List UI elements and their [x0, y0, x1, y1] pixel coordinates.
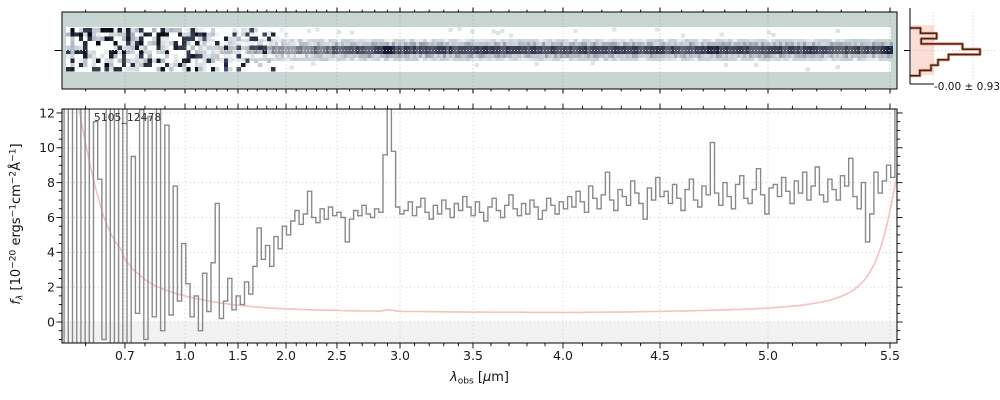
- flux-spectrum: [63, 109, 896, 343]
- x-tick-label: 1.0: [175, 348, 195, 363]
- 2d-spectrum-panel: [54, 7, 898, 94]
- y-tick-label: 0: [47, 314, 55, 329]
- uncertainty-curve: [78, 109, 897, 314]
- x-tick-label: 5.0: [758, 348, 778, 363]
- residual-histogram-panel: [904, 8, 996, 85]
- x-tick-label: 3.5: [463, 348, 483, 363]
- y-tick-label: 8: [47, 175, 55, 190]
- x-tick-label: 5.5: [880, 348, 900, 363]
- x-tick-label: 1.5: [228, 348, 248, 363]
- x-tick-label: 4.0: [553, 348, 573, 363]
- x-axis-label: λobs [μm]: [449, 370, 510, 387]
- y-axis-label: fλ [10−20 ergs−1cm−2Å−1]: [8, 143, 26, 305]
- y-tick-label: 10: [39, 140, 55, 155]
- histogram-stats-label: -0.00 ± 0.93: [934, 81, 1000, 93]
- x-tick-label: 3.0: [390, 348, 410, 363]
- 2d-panel-ticks: [85, 7, 891, 94]
- x-tick-label: 4.5: [650, 348, 670, 363]
- histogram-gridlines: [910, 12, 996, 80]
- x-tick-label: 0.7: [115, 348, 135, 363]
- 1d-spectrum-panel: 0.7 1.0 1.5 2.0 2.5 3.0 3.5 4.0 4.5 5.0 5.5 0 2 4 6 8 10…: [39, 103, 903, 363]
- y-tick-label: 2: [47, 279, 55, 294]
- x-tick-label: 2.0: [276, 348, 296, 363]
- main-tick-labels: 0.7 1.0 1.5 2.0 2.5 3.0 3.5 4.0 4.5 5.0 5.5 0 2 4 6 8 10…: [39, 105, 900, 363]
- y-tick-label: 6: [47, 210, 55, 225]
- main-ticks: [56, 103, 903, 349]
- y-tick-label: 12: [39, 105, 55, 120]
- x-tick-label: 2.5: [327, 348, 347, 363]
- y-tick-label: 4: [47, 245, 55, 260]
- source-id-label: 5105_12478: [94, 112, 162, 124]
- histogram-outline: [910, 27, 981, 77]
